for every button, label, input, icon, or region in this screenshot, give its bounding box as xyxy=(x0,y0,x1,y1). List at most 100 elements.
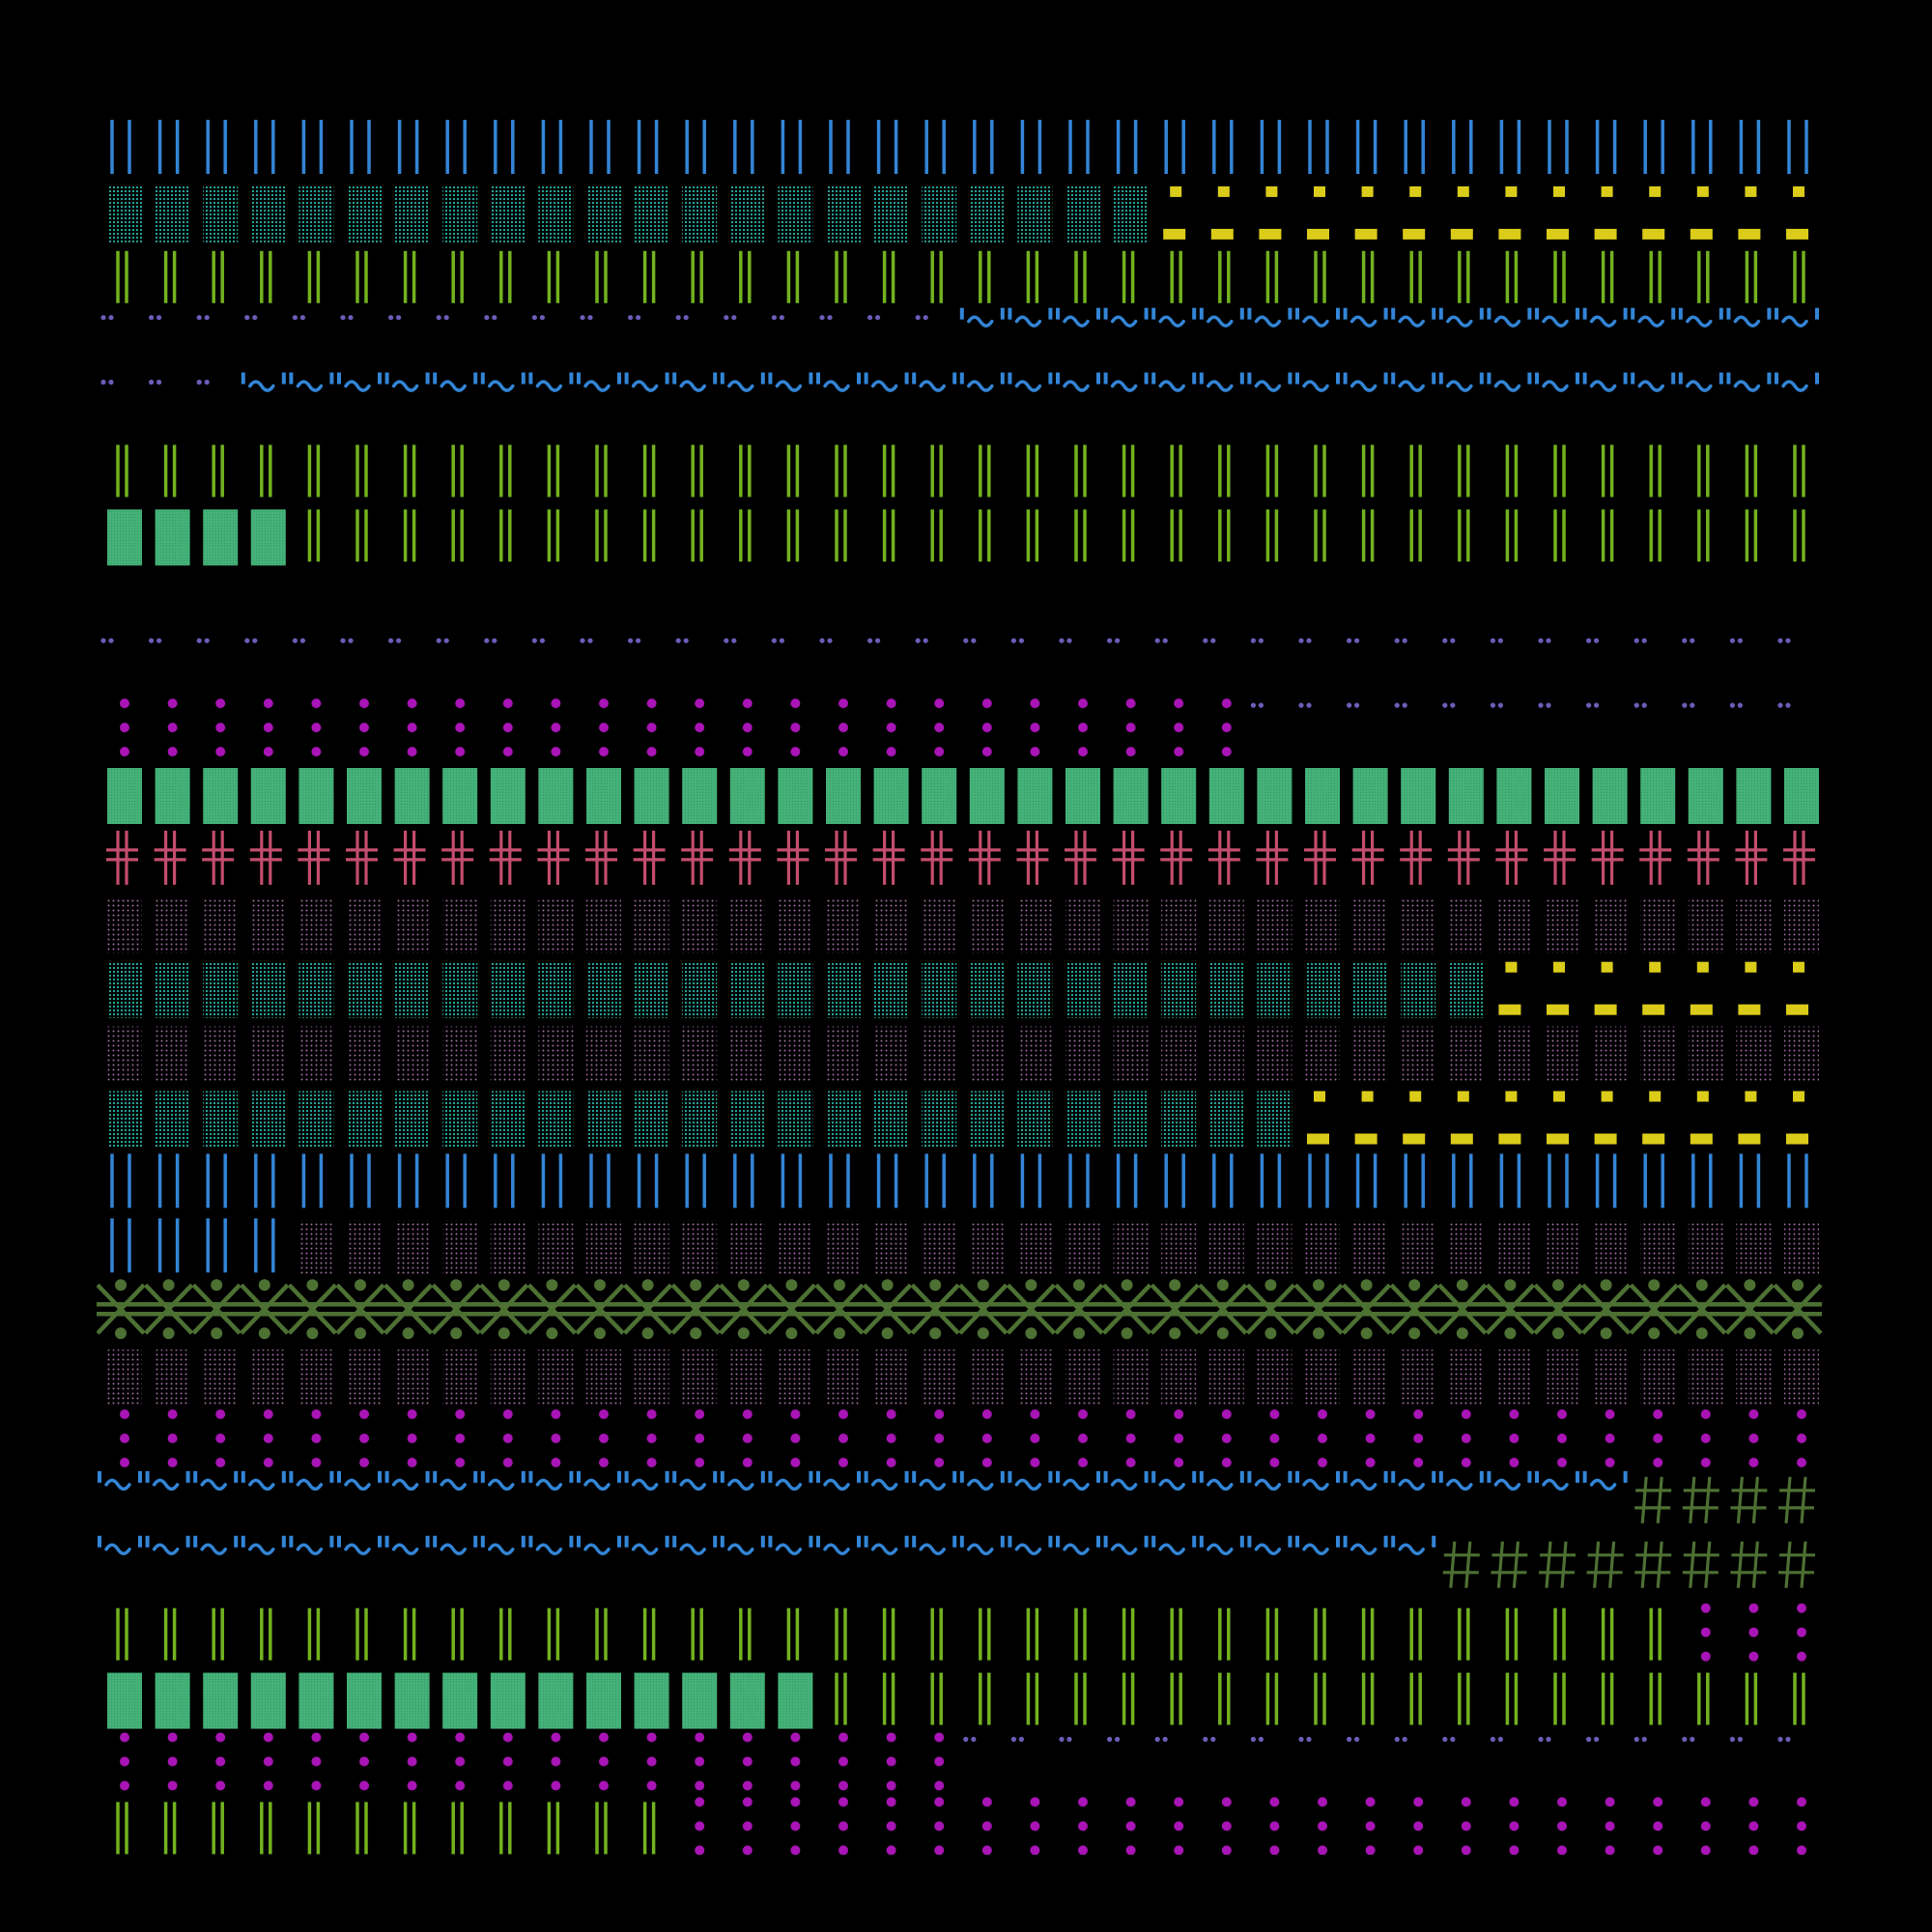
blue-bars-cell xyxy=(1739,120,1761,174)
lavender-dots-cell xyxy=(1298,702,1312,708)
olive-crosshatch-cell xyxy=(575,1279,625,1340)
pink-dot-blocks-cell xyxy=(1161,1350,1197,1406)
mint-blocks-cell xyxy=(873,768,909,824)
lime-double-bars-cell xyxy=(1793,444,1805,497)
blue-tilde-cell xyxy=(1391,307,1436,327)
rose-hash-cell xyxy=(489,830,522,885)
blue-bars-cell xyxy=(637,1153,659,1208)
blue-tilde-cell xyxy=(577,372,621,392)
lime-double-bars-cell xyxy=(835,1672,847,1725)
pink-dot-blocks-cell xyxy=(1017,1350,1053,1406)
lime-double-bars-cell xyxy=(1122,250,1135,303)
yellow-dashes-cell xyxy=(1690,185,1713,240)
teal-dotfill-cell xyxy=(873,961,909,1018)
yellow-dashes-cell xyxy=(1498,1091,1521,1145)
magenta-dot-columns-cell xyxy=(311,1732,322,1791)
magenta-dot-columns-cell xyxy=(838,1409,848,1467)
blue-tilde-cell xyxy=(1775,372,1819,392)
lavender-dots-cell xyxy=(1394,702,1407,708)
magenta-dot-columns-cell xyxy=(407,1732,417,1791)
magenta-dot-columns-cell xyxy=(263,1732,273,1791)
lime-double-bars-cell xyxy=(1361,1607,1375,1661)
blue-tilde-cell xyxy=(1199,1535,1244,1556)
blue-tilde-cell xyxy=(1343,1535,1388,1556)
olive-crosshatch-cell xyxy=(1629,1279,1679,1340)
lavender-dots-cell xyxy=(1586,638,1600,643)
olive-crosshatch-cell xyxy=(1101,1279,1152,1340)
lime-double-bars-cell xyxy=(307,250,321,303)
teal-dotfill-cell xyxy=(1065,185,1100,242)
lavender-dots-cell xyxy=(1154,638,1168,643)
magenta-dot-columns-cell xyxy=(263,1409,273,1467)
magenta-dot-columns-cell xyxy=(1078,1797,1088,1855)
lime-double-bars-cell xyxy=(499,1607,512,1661)
yellow-dashes-cell xyxy=(1450,185,1473,240)
blue-tilde-cell xyxy=(864,372,909,392)
blue-tilde-cell xyxy=(241,372,286,392)
mint-blocks-cell xyxy=(778,768,813,824)
lime-double-bars-cell xyxy=(1218,1672,1231,1725)
teal-dotfill-cell xyxy=(394,1091,430,1148)
lime-double-bars-cell xyxy=(595,1607,608,1661)
magenta-dot-columns-cell xyxy=(502,1732,513,1791)
blue-tilde-cell xyxy=(241,1470,286,1492)
pink-dot-blocks-cell xyxy=(298,896,334,953)
pattern-row xyxy=(100,372,1819,392)
blue-bars-cell xyxy=(733,120,754,174)
lime-double-bars-cell xyxy=(739,250,752,303)
lavender-dots-cell xyxy=(1586,1736,1600,1743)
pink-dot-blocks-cell xyxy=(1688,896,1723,953)
magenta-dot-columns-cell xyxy=(120,698,129,757)
rose-hash-cell xyxy=(1639,830,1672,885)
magenta-dot-columns-cell xyxy=(1748,1409,1759,1467)
blue-tilde-cell xyxy=(433,1470,478,1492)
lime-double-bars-cell xyxy=(116,444,128,497)
lime-double-bars-cell xyxy=(786,509,800,562)
yellow-dashes-cell xyxy=(1642,185,1665,240)
pink-dot-blocks-cell xyxy=(155,896,190,953)
lavender-dots-cell xyxy=(1107,1736,1121,1743)
teal-dotfill-cell xyxy=(1257,961,1293,1018)
olive-hash-cell xyxy=(1539,1541,1576,1588)
pink-dot-blocks-cell xyxy=(969,896,1005,953)
lime-double-bars-cell xyxy=(1026,250,1039,303)
lavender-dots-cell xyxy=(1490,702,1503,708)
teal-dotfill-cell xyxy=(155,185,190,242)
rose-hash-cell xyxy=(346,830,378,885)
lavender-dots-cell xyxy=(1203,1736,1216,1743)
blue-tilde-cell xyxy=(1056,307,1100,327)
rose-hash-cell xyxy=(393,830,426,885)
pink-dot-blocks-cell xyxy=(1736,896,1772,953)
blue-tilde-cell xyxy=(193,1535,239,1556)
blue-tilde-cell xyxy=(1151,372,1197,392)
blue-bars-cell xyxy=(1308,120,1329,174)
pink-dot-blocks-cell xyxy=(682,1350,718,1406)
pink-dot-blocks-cell xyxy=(1065,1350,1100,1406)
lime-double-bars-cell xyxy=(116,1802,128,1855)
pink-dot-blocks-cell xyxy=(1736,1026,1772,1083)
mint-blocks-cell xyxy=(1352,768,1388,824)
yellow-dashes-cell xyxy=(1690,1091,1713,1145)
mint-blocks-cell xyxy=(1208,768,1244,824)
teal-dotfill-cell xyxy=(1257,1091,1293,1148)
blue-tilde-cell xyxy=(1535,1470,1579,1492)
pink-dot-blocks-cell xyxy=(586,1220,621,1277)
pink-dot-blocks-cell xyxy=(538,1220,574,1277)
blue-tilde-cell xyxy=(528,372,574,392)
pink-dot-blocks-cell xyxy=(394,896,430,953)
lavender-dots-cell xyxy=(1442,638,1456,643)
lime-double-bars-cell xyxy=(1074,1672,1087,1725)
pink-dot-blocks-cell xyxy=(1496,1350,1532,1406)
blue-bars-cell xyxy=(206,120,227,174)
lavender-dots-cell xyxy=(1394,638,1407,643)
blue-bars-cell xyxy=(445,1153,467,1208)
mint-blocks-cell xyxy=(250,509,286,566)
pink-dot-blocks-cell xyxy=(922,896,957,953)
magenta-dot-columns-cell xyxy=(695,698,705,757)
blue-bars-cell xyxy=(1355,1153,1378,1208)
lavender-dots-cell xyxy=(628,315,641,321)
rose-hash-cell xyxy=(825,830,857,885)
blue-bars-cell xyxy=(1499,120,1521,174)
magenta-dot-columns-cell xyxy=(646,1409,657,1467)
